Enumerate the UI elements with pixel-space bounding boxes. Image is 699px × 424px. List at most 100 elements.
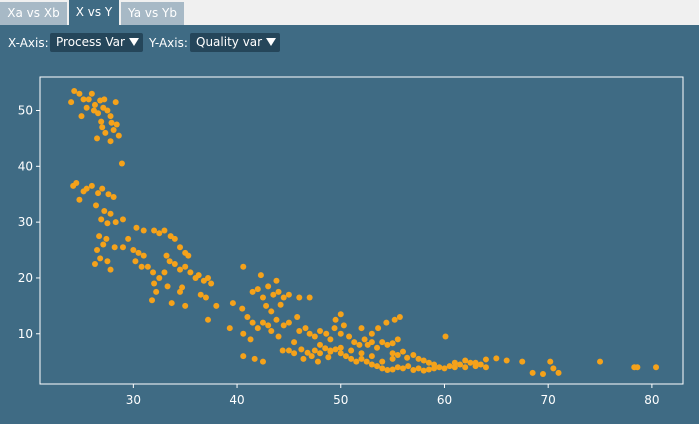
scatter-point: [202, 294, 209, 301]
y-tick-label: 40: [18, 159, 33, 173]
scatter-point: [394, 336, 401, 343]
scatter-point: [112, 219, 119, 226]
scatter-point: [168, 300, 175, 307]
scatter-point: [477, 361, 484, 368]
scatter-point: [91, 260, 98, 267]
tab-xa-vs-xb[interactable]: Xa vs Xb: [0, 2, 67, 25]
scatter-point: [317, 350, 324, 357]
scatter-point: [115, 132, 122, 139]
scatter-point: [280, 294, 287, 301]
scatter-point: [425, 359, 432, 366]
scatter-point: [205, 316, 212, 323]
scatter-point: [374, 363, 381, 370]
scatter-point: [322, 345, 329, 352]
scatter-point: [353, 358, 360, 365]
scatter-point: [342, 353, 349, 360]
scatter-point: [389, 355, 396, 362]
scatter-point: [151, 227, 158, 234]
scatter-point: [410, 367, 417, 374]
scatter-point: [249, 319, 256, 326]
scatter-point: [195, 272, 202, 279]
scatter-point: [351, 339, 358, 346]
scatter-point: [389, 350, 396, 357]
scatter-point: [337, 330, 344, 337]
scatter-point: [379, 339, 386, 346]
x-axis-label: X-Axis:: [8, 36, 49, 50]
scatter-point: [356, 341, 363, 348]
scatter-point: [103, 235, 110, 242]
scatter-point: [279, 347, 286, 354]
scatter-point: [285, 291, 292, 298]
scatter-point: [375, 325, 382, 332]
scatter-point: [90, 107, 97, 114]
scatter-point: [431, 361, 438, 368]
scatter-point: [337, 311, 344, 318]
scatter-point: [240, 330, 247, 337]
scatter-point: [273, 277, 280, 284]
scatter-point: [446, 363, 453, 370]
scatter-point: [296, 327, 303, 334]
x-tick-label: 30: [126, 393, 141, 407]
scatter-point: [265, 283, 272, 290]
x-axis-select[interactable]: Process Var: [50, 33, 143, 52]
scatter-point: [327, 347, 334, 354]
scatter-point: [291, 350, 298, 357]
scatter-point: [94, 247, 101, 254]
scatter-point: [263, 302, 270, 309]
scatter-point: [399, 348, 406, 355]
scatter-point: [83, 104, 90, 111]
scatter-point: [161, 227, 168, 234]
scatter-point: [76, 196, 83, 203]
scatter-point: [93, 202, 100, 209]
scatter-point: [332, 346, 339, 353]
scatter-point: [275, 288, 282, 295]
scatter-point: [247, 336, 254, 343]
scatter-point: [503, 357, 510, 364]
scatter-point: [420, 357, 427, 364]
scatter-point: [285, 319, 292, 326]
scatter-point: [78, 113, 85, 120]
scatter-point: [374, 344, 381, 351]
scatter-point: [179, 284, 186, 291]
scatter-point: [394, 351, 401, 358]
scatter-point: [379, 365, 386, 372]
scatter-point: [259, 358, 266, 365]
scatter-point: [166, 258, 173, 265]
scatter-point: [482, 356, 489, 363]
scatter-point: [97, 97, 104, 104]
scatter-point: [240, 263, 247, 270]
y-tick-label: 50: [18, 103, 33, 117]
scatter-point: [348, 347, 355, 354]
scatter-point: [358, 325, 365, 332]
scatter-point: [240, 353, 247, 360]
scatter-point: [462, 364, 469, 371]
scatter-point: [340, 322, 347, 329]
x-tick-label: 50: [333, 393, 348, 407]
scatter-point: [300, 355, 307, 362]
scatter-point: [451, 364, 458, 371]
scatter-point: [177, 288, 184, 295]
scatter-point: [415, 355, 422, 362]
x-tick-label: 60: [437, 393, 452, 407]
scatter-point: [100, 241, 107, 248]
scatter-point: [425, 366, 432, 373]
chevron-down-icon: [129, 38, 139, 46]
scatter-point: [259, 319, 266, 326]
scatter-point: [107, 210, 114, 217]
scatter-point: [555, 369, 562, 376]
scatter-point: [273, 316, 280, 323]
scatter-point: [404, 354, 411, 361]
y-axis-select[interactable]: Quality var: [190, 33, 280, 52]
tab-x-vs-y[interactable]: X vs Y: [69, 0, 119, 25]
scatter-point: [205, 274, 212, 281]
scatter-point: [396, 314, 403, 321]
scatter-point: [101, 207, 108, 214]
scatter-point: [291, 339, 298, 346]
scatter-point: [285, 347, 292, 354]
scatter-point: [331, 325, 338, 332]
tab-ya-vs-yb[interactable]: Ya vs Yb: [121, 2, 184, 25]
scatter-point: [539, 370, 546, 377]
scatter-point: [379, 358, 386, 365]
scatter-point: [150, 269, 157, 276]
scatter-point: [550, 365, 557, 372]
